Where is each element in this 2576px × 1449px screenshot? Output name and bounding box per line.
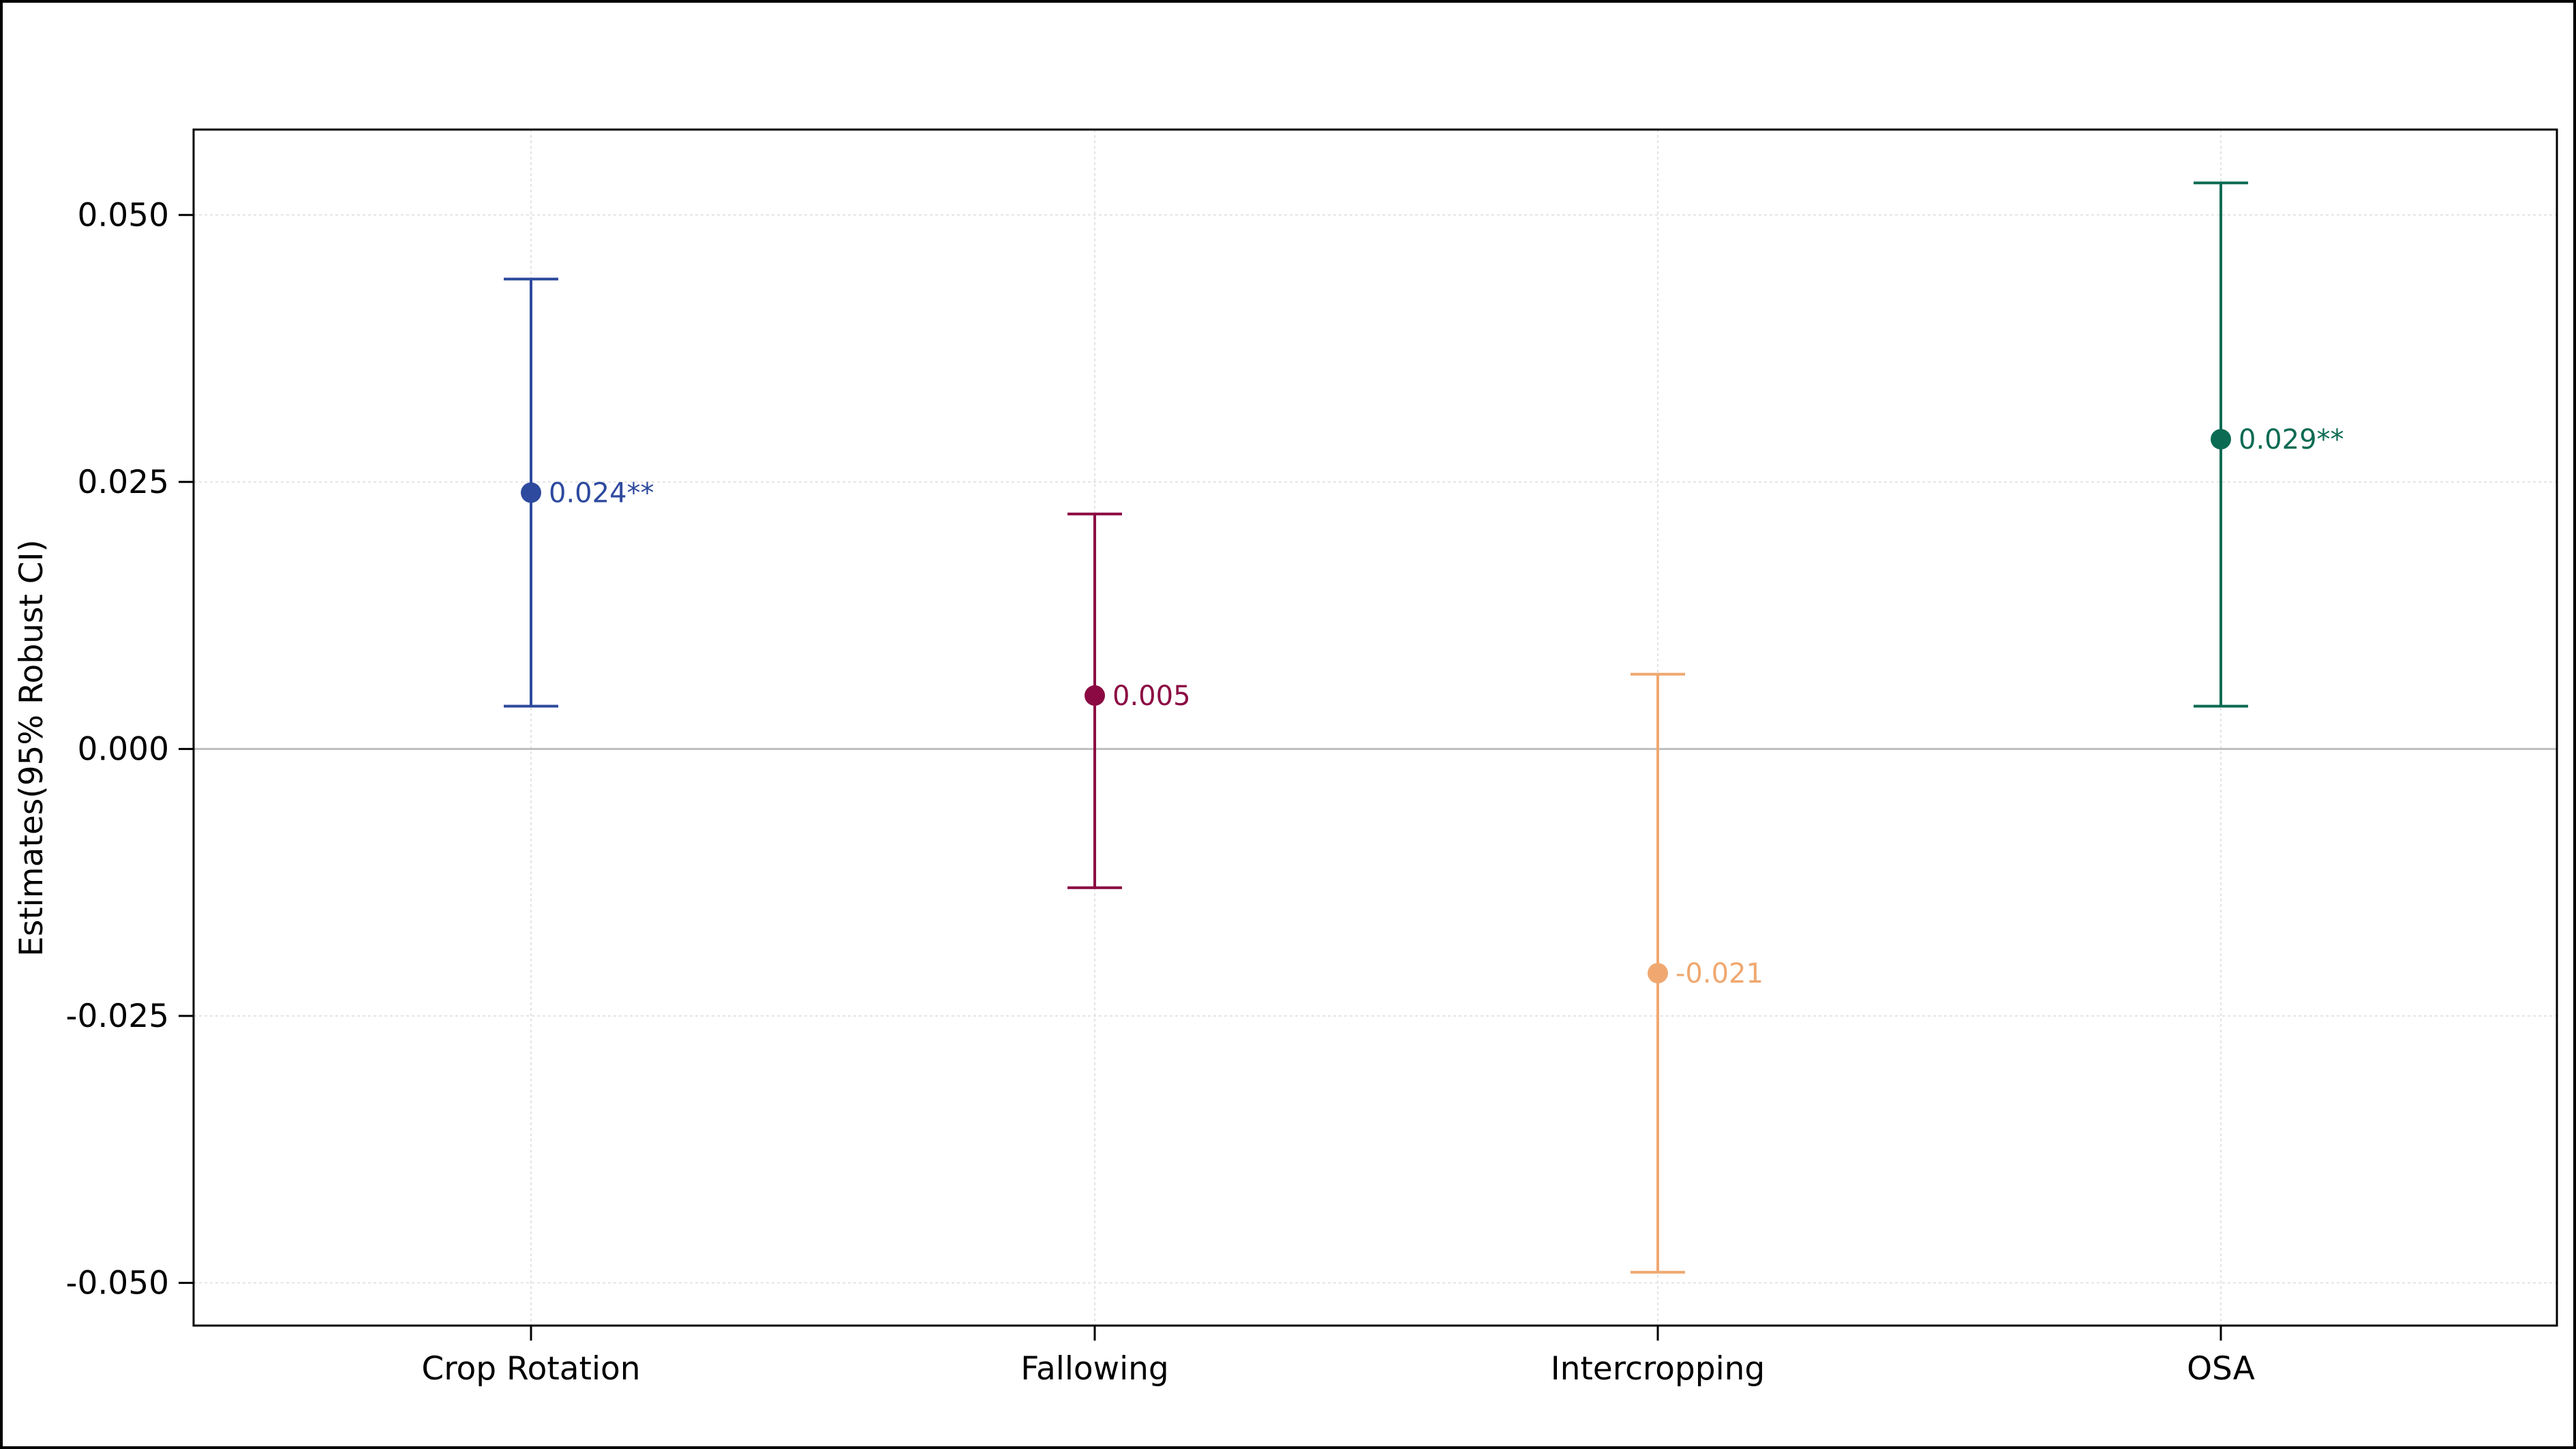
estimate-group: 0.029** bbox=[2194, 181, 2344, 708]
y-axis: 0.050 0.025 0.000 -0.025 -0.050 bbox=[65, 196, 194, 1302]
estimate-group: -0.021 bbox=[1631, 672, 1763, 1274]
estimate-label: 0.029** bbox=[2239, 424, 2344, 455]
estimate-group: 0.024** bbox=[504, 278, 654, 708]
x-axis: Crop Rotation Fallowing Intercropping OSA bbox=[421, 1326, 2255, 1388]
estimates-layer: 0.024** 0.005 -0.021 0.029** bbox=[504, 181, 2344, 1274]
x-tick-label: Fallowing bbox=[1020, 1350, 1169, 1388]
y-tick-label: -0.025 bbox=[65, 998, 169, 1035]
estimate-point bbox=[1085, 685, 1105, 706]
estimate-label: 0.005 bbox=[1112, 681, 1191, 712]
y-tick-label: 0.025 bbox=[77, 464, 169, 501]
estimate-group: 0.005 bbox=[1067, 512, 1191, 889]
estimate-label: -0.021 bbox=[1676, 958, 1763, 989]
x-tick-label: OSA bbox=[2187, 1350, 2255, 1388]
estimate-label: 0.024** bbox=[549, 477, 654, 509]
y-tick-label: 0.050 bbox=[77, 196, 169, 234]
gridlines bbox=[194, 130, 2557, 1326]
y-tick-label: 0.000 bbox=[77, 730, 169, 768]
y-axis-title: Estimates(95% Robust CI) bbox=[13, 539, 50, 957]
estimate-point bbox=[521, 482, 541, 503]
y-tick-label: -0.050 bbox=[65, 1264, 169, 1302]
estimate-point bbox=[2211, 429, 2231, 450]
x-tick-label: Intercropping bbox=[1551, 1350, 1766, 1388]
estimate-point bbox=[1648, 963, 1668, 984]
x-tick-label: Crop Rotation bbox=[421, 1350, 640, 1388]
plot-area-border bbox=[192, 128, 2558, 1327]
